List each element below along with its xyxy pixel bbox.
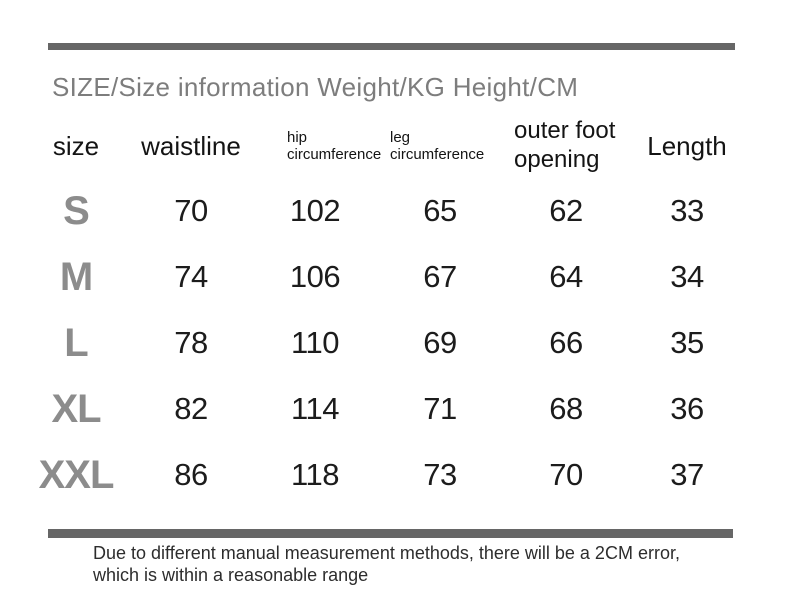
- cell-s-length: 33: [670, 193, 704, 228]
- bottom-divider-bar: [48, 529, 733, 538]
- cell-m-outer-foot: 64: [549, 259, 583, 294]
- cell-s-outer-foot: 62: [549, 193, 583, 228]
- cell-m-leg: 67: [423, 259, 457, 294]
- column-header-hip-circumference: hip circumference: [250, 112, 382, 180]
- cell-xxl-length: 37: [670, 457, 704, 492]
- cell-xl-hip: 114: [291, 391, 339, 426]
- disclaimer-line1: Due to different manual measurement meth…: [93, 543, 680, 563]
- column-header-leg-circumference: leg circumference: [380, 112, 500, 180]
- page-title: SIZE/Size information Weight/KG Height/C…: [52, 72, 579, 102]
- cell-l-length: 35: [670, 325, 704, 360]
- cell-s-hip: 102: [289, 193, 341, 228]
- row-label-s: S: [63, 188, 90, 233]
- hip-header-line2: circumference: [287, 146, 382, 163]
- size-table: size waistline hip circumference leg cir…: [20, 112, 762, 508]
- cell-xxl-waistline: 86: [174, 457, 208, 492]
- row-label-m: M: [59, 254, 93, 299]
- hip-header-line1: hip: [287, 128, 308, 146]
- cell-m-length: 34: [670, 259, 704, 294]
- column-header-outer-foot-opening: outer foot opening: [500, 112, 632, 180]
- cell-xxl-outer-foot: 70: [549, 457, 583, 492]
- leg-header-line1: leg: [390, 128, 411, 146]
- cell-l-hip: 110: [291, 325, 339, 360]
- cell-s-waistline: 70: [174, 193, 208, 228]
- cell-xl-leg: 71: [423, 391, 457, 426]
- cell-xxl-hip: 118: [291, 457, 339, 492]
- column-header-size: size: [52, 130, 100, 161]
- cell-m-hip: 106: [289, 259, 341, 294]
- cell-xxl-leg: 73: [423, 457, 457, 492]
- cell-s-leg: 65: [423, 193, 457, 228]
- cell-xl-length: 36: [670, 391, 704, 426]
- leg-header-line2: circumference: [390, 146, 485, 163]
- row-label-xl: XL: [51, 386, 101, 431]
- column-header-length: Length: [647, 130, 727, 161]
- cell-l-outer-foot: 66: [549, 325, 583, 360]
- row-label-xxl: XXL: [38, 452, 115, 497]
- cell-l-leg: 69: [423, 325, 457, 360]
- row-label-l: L: [64, 320, 88, 365]
- cell-m-waistline: 74: [174, 259, 208, 294]
- cell-xl-outer-foot: 68: [549, 391, 583, 426]
- cell-l-waistline: 78: [174, 325, 208, 360]
- top-divider-bar: [48, 43, 735, 50]
- column-header-waistline: waistline: [141, 130, 241, 161]
- outer-header-line1: outer foot: [514, 117, 616, 145]
- disclaimer-line2: which is within a reasonable range: [93, 564, 369, 585]
- measurement-disclaimer: Due to different manual measurement meth…: [93, 543, 680, 587]
- cell-xl-waistline: 82: [174, 391, 208, 426]
- outer-header-line2: opening: [514, 146, 600, 173]
